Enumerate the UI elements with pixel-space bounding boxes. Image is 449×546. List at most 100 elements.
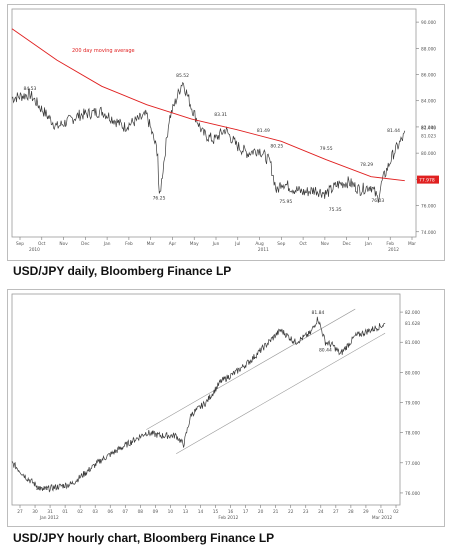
x-tick-label: 31 [47,509,53,515]
year-label: 2011 [258,247,269,253]
y-tick-label: 88.000 [421,46,436,52]
trend-channel-line [146,308,356,430]
price-annotation: 83.31 [214,112,227,118]
y-tick-label: 78.000 [405,431,420,437]
price-series-line [11,316,386,493]
x-tick-label: 20 [258,509,264,515]
x-tick-label: 27 [333,509,339,515]
x-tick-label: 17 [243,509,249,515]
price-annotation: 76.03 [371,198,384,204]
x-tick-label: Jan [103,241,111,247]
x-tick-label: 01 [378,509,384,515]
y-tick-label: 79.000 [405,401,420,407]
y-tick-label: 90.000 [421,20,436,26]
x-tick-label: Mar [408,241,416,247]
hourly-chart-caption: USD/JPY hourly chart, Bloomberg Finance … [13,531,275,545]
daily-chart-caption: USD/JPY daily, Bloomberg Finance LP [13,264,232,278]
x-tick-label: Mar [147,241,155,247]
price-annotation: 75.35 [329,207,342,213]
hourly-chart: 76.000 77.000 78.000 79.000 80.000 81.000 82.0… [11,293,420,521]
x-tick-label: 22 [288,509,294,515]
right-price-label: 81.023 [421,133,436,139]
current-price-label: 81.628 [405,321,420,327]
plot-frame [11,293,401,506]
x-tick-label: 21 [273,509,279,515]
x-tick-label: Oct [38,241,46,247]
y-tick-label: 76.000 [421,204,436,210]
y-tick-label: 82.000 [421,125,436,131]
x-tick-label: Feb [125,241,133,247]
x-tick-label: 07 [123,509,129,515]
x-tick-label: 08 [138,509,144,515]
current-price-label: 77.978 [419,178,435,184]
x-tick-label: Dec [81,241,90,247]
x-tick-label: 03 [92,509,98,515]
y-tick-label: 76.000 [405,491,420,497]
price-annotation: 85.52 [176,73,189,79]
moving-average-line [11,28,405,182]
x-tick-label: May [190,241,199,247]
daily-chart-panel: 74.00076.00078.00080.00082.00084.00086.0… [7,4,445,261]
x-tick-label: 09 [153,509,159,515]
x-tick-label: 24 [318,509,324,515]
hourly-chart-panel: 76.000 77.000 78.000 79.000 80.000 81.000 82.0… [7,289,445,527]
y-tick-label: 77.000 [405,461,420,467]
x-tick-label: Jun [212,241,220,247]
x-tick-label: 02 [77,509,83,515]
x-tick-label: Jul [234,241,240,247]
x-tick-label: Feb [386,241,394,247]
y-tick-label: 81.000 [405,340,420,346]
y-tick-label: 86.000 [421,73,436,79]
price-annotation: 80.44 [319,347,332,353]
price-annotation: 78.29 [360,162,373,168]
month-label: Mar 2012 [372,515,393,521]
price-annotation: 81.84 [311,310,324,316]
x-tick-label: Sep [16,241,24,247]
x-tick-label: 01 [62,509,68,515]
x-tick-label: 16 [228,509,234,515]
right-price-label: 81.446 [421,126,436,132]
y-tick-label: 84.000 [421,99,436,105]
month-label: Feb 2012 [218,515,238,521]
x-tick-label: Nov [321,241,330,247]
year-label: 2012 [388,247,399,253]
x-tick-label: 06 [108,509,114,515]
price-annotation: 79.55 [320,146,333,152]
moving-average-label: 200 day moving average [72,48,135,54]
x-tick-label: Dec [343,241,352,247]
price-annotation: 75.95 [279,199,292,205]
y-tick-label: 74.000 [421,230,436,236]
price-annotation: 81.44 [387,128,400,134]
x-tick-label: 15 [213,509,219,515]
x-tick-label: Nov [59,241,68,247]
x-tick-label: 29 [363,509,369,515]
x-tick-label: 02 [393,509,399,515]
price-annotation: 84.53 [24,86,37,92]
x-tick-label: 27 [17,509,23,515]
x-tick-label: Aug [255,241,264,247]
x-tick-label: Sep [277,241,285,247]
x-tick-label: Oct [299,241,307,247]
x-tick-label: 30 [32,509,38,515]
price-annotation: 81.49 [257,128,270,134]
plot-frame [11,8,417,238]
price-annotation: 80.25 [270,144,283,150]
y-tick-label: 80.000 [405,370,420,376]
daily-chart: 74.00076.00078.00080.00082.00084.00086.0… [11,8,439,253]
year-label: 2010 [29,247,40,253]
x-tick-label: 14 [198,509,204,515]
y-tick-label: 80.000 [421,151,436,157]
price-series-line [11,81,406,203]
x-tick-label: 28 [348,509,354,515]
x-tick-label: 13 [183,509,189,515]
x-tick-label: 23 [303,509,309,515]
month-label: Jan 2012 [39,515,59,521]
trend-channel-line [176,332,386,455]
price-annotation: 76.00 [35,486,48,492]
current-price-box [417,175,439,184]
y-tick-label: 82.000 [405,310,420,316]
x-tick-label: Apr [169,241,177,247]
x-tick-label: 10 [168,509,174,515]
price-annotation: 76.25 [153,195,166,201]
x-tick-label: Jan [364,241,372,247]
